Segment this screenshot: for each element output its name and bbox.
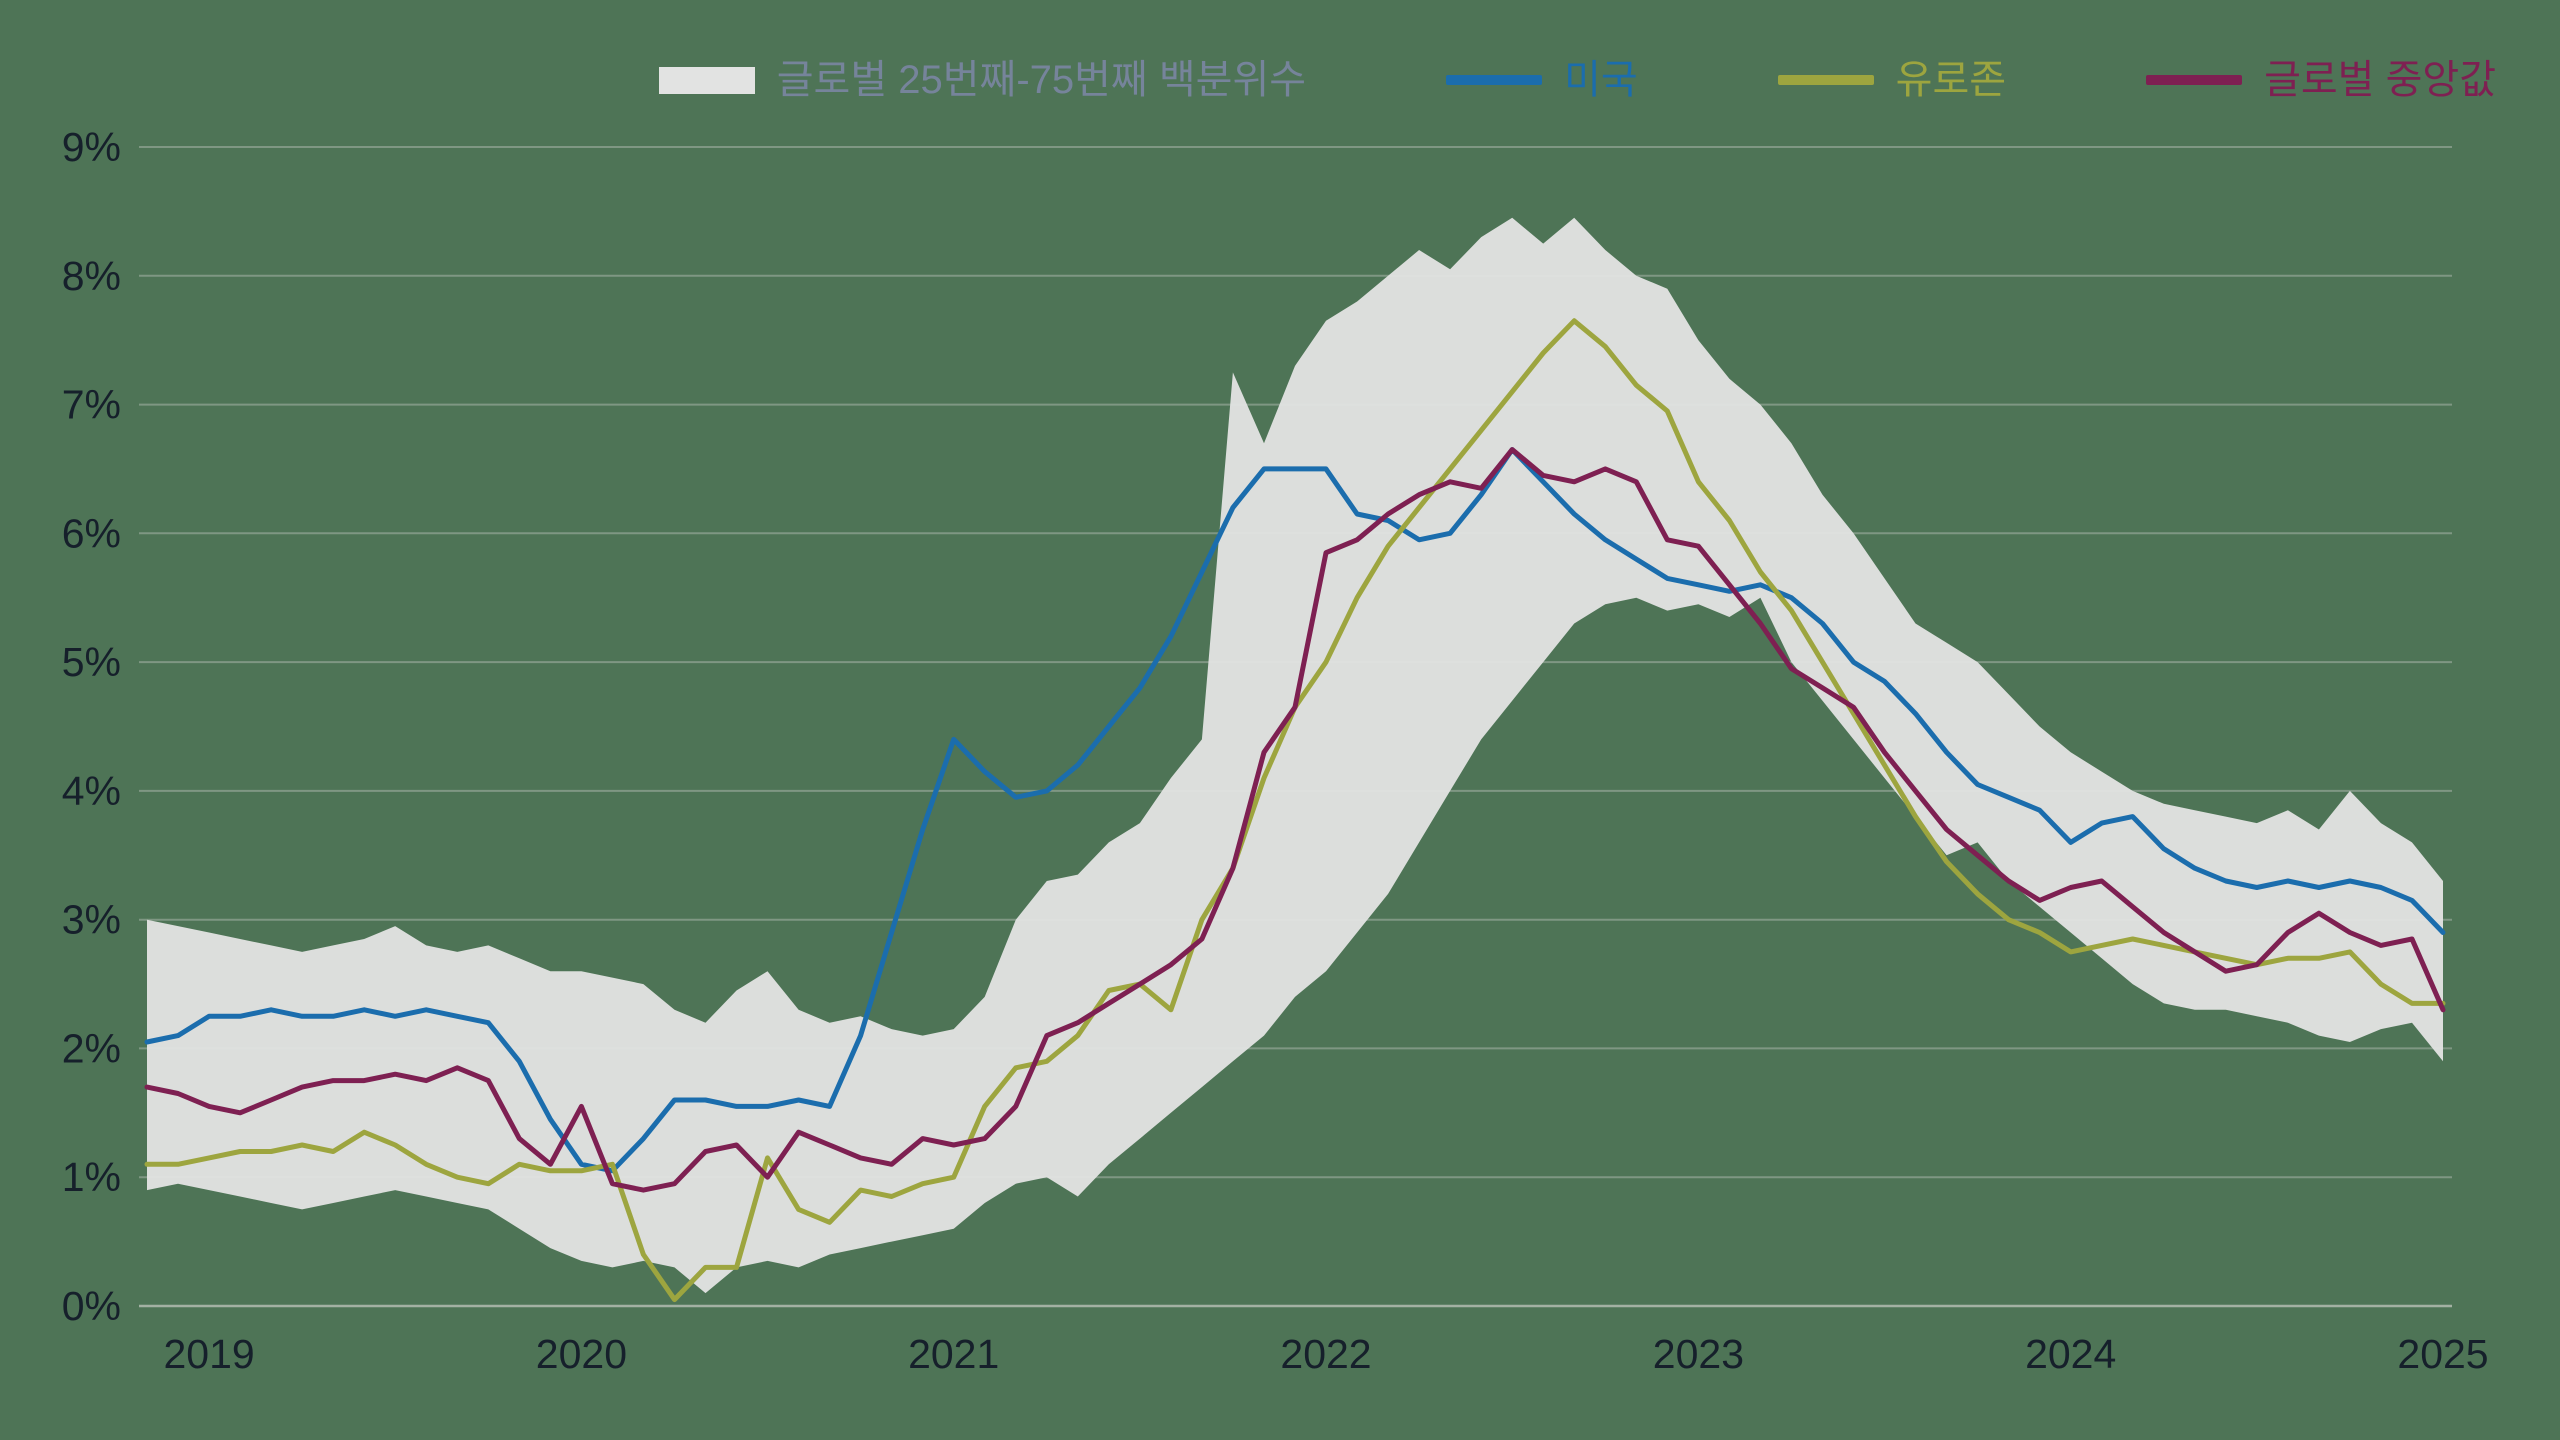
legend-label-global-median: 글로벌 중앙값 bbox=[2264, 58, 2496, 102]
x-axis-tick-label: 2023 bbox=[1653, 1331, 1744, 1377]
global-median-line bbox=[144, 447, 2446, 1193]
y-axis-tick-label: 4% bbox=[62, 768, 121, 814]
legend-label-eurozone: 유로존 bbox=[1895, 58, 2007, 102]
y-axis-tick-label: 1% bbox=[62, 1154, 121, 1200]
y-axis-tick-label: 6% bbox=[62, 510, 121, 556]
legend-label-us: 미국 bbox=[1564, 58, 1638, 102]
legend-label-global-percentile-band: 글로벌 25번째-75번째 백분위수 bbox=[776, 58, 1307, 102]
legend-swatch-us bbox=[1446, 75, 1543, 85]
legend-item-global-percentile-band: 글로벌 25번째-75번째 백분위수 bbox=[658, 58, 1307, 102]
x-axis-tick-label: 2022 bbox=[1280, 1331, 1371, 1377]
legend-swatch-global-median bbox=[2146, 75, 2243, 85]
us-line bbox=[144, 447, 2446, 1174]
y-axis-tick-label: 8% bbox=[62, 253, 121, 299]
percentile-band-area bbox=[147, 217, 2443, 1294]
legend-item-us: 미국 bbox=[1446, 58, 1638, 102]
x-axis-tick-label: 2024 bbox=[2025, 1331, 2116, 1377]
x-axis-tick-label: 2019 bbox=[163, 1331, 254, 1377]
x-axis-tick-label: 2025 bbox=[2397, 1331, 2488, 1377]
y-axis-tick-label: 7% bbox=[62, 382, 121, 428]
y-axis-tick-label: 9% bbox=[62, 124, 121, 170]
x-axis-tick-label: 2021 bbox=[908, 1331, 999, 1377]
chart-legend: 글로벌 25번째-75번째 백분위수 미국 유로존 글로벌 중앙값 bbox=[0, 58, 2496, 102]
legend-item-eurozone: 유로존 bbox=[1777, 58, 2007, 102]
y-axis-tick-label: 5% bbox=[62, 639, 121, 685]
legend-swatch-global-percentile-band bbox=[658, 66, 755, 94]
x-axis-tick-label: 2020 bbox=[536, 1331, 627, 1377]
y-axis-tick-label: 0% bbox=[62, 1283, 121, 1329]
y-axis-tick-label: 2% bbox=[62, 1025, 121, 1071]
legend-swatch-eurozone bbox=[1777, 75, 1874, 85]
y-axis-tick-label: 3% bbox=[62, 897, 121, 943]
legend-item-global-median: 글로벌 중앙값 bbox=[2146, 58, 2496, 102]
